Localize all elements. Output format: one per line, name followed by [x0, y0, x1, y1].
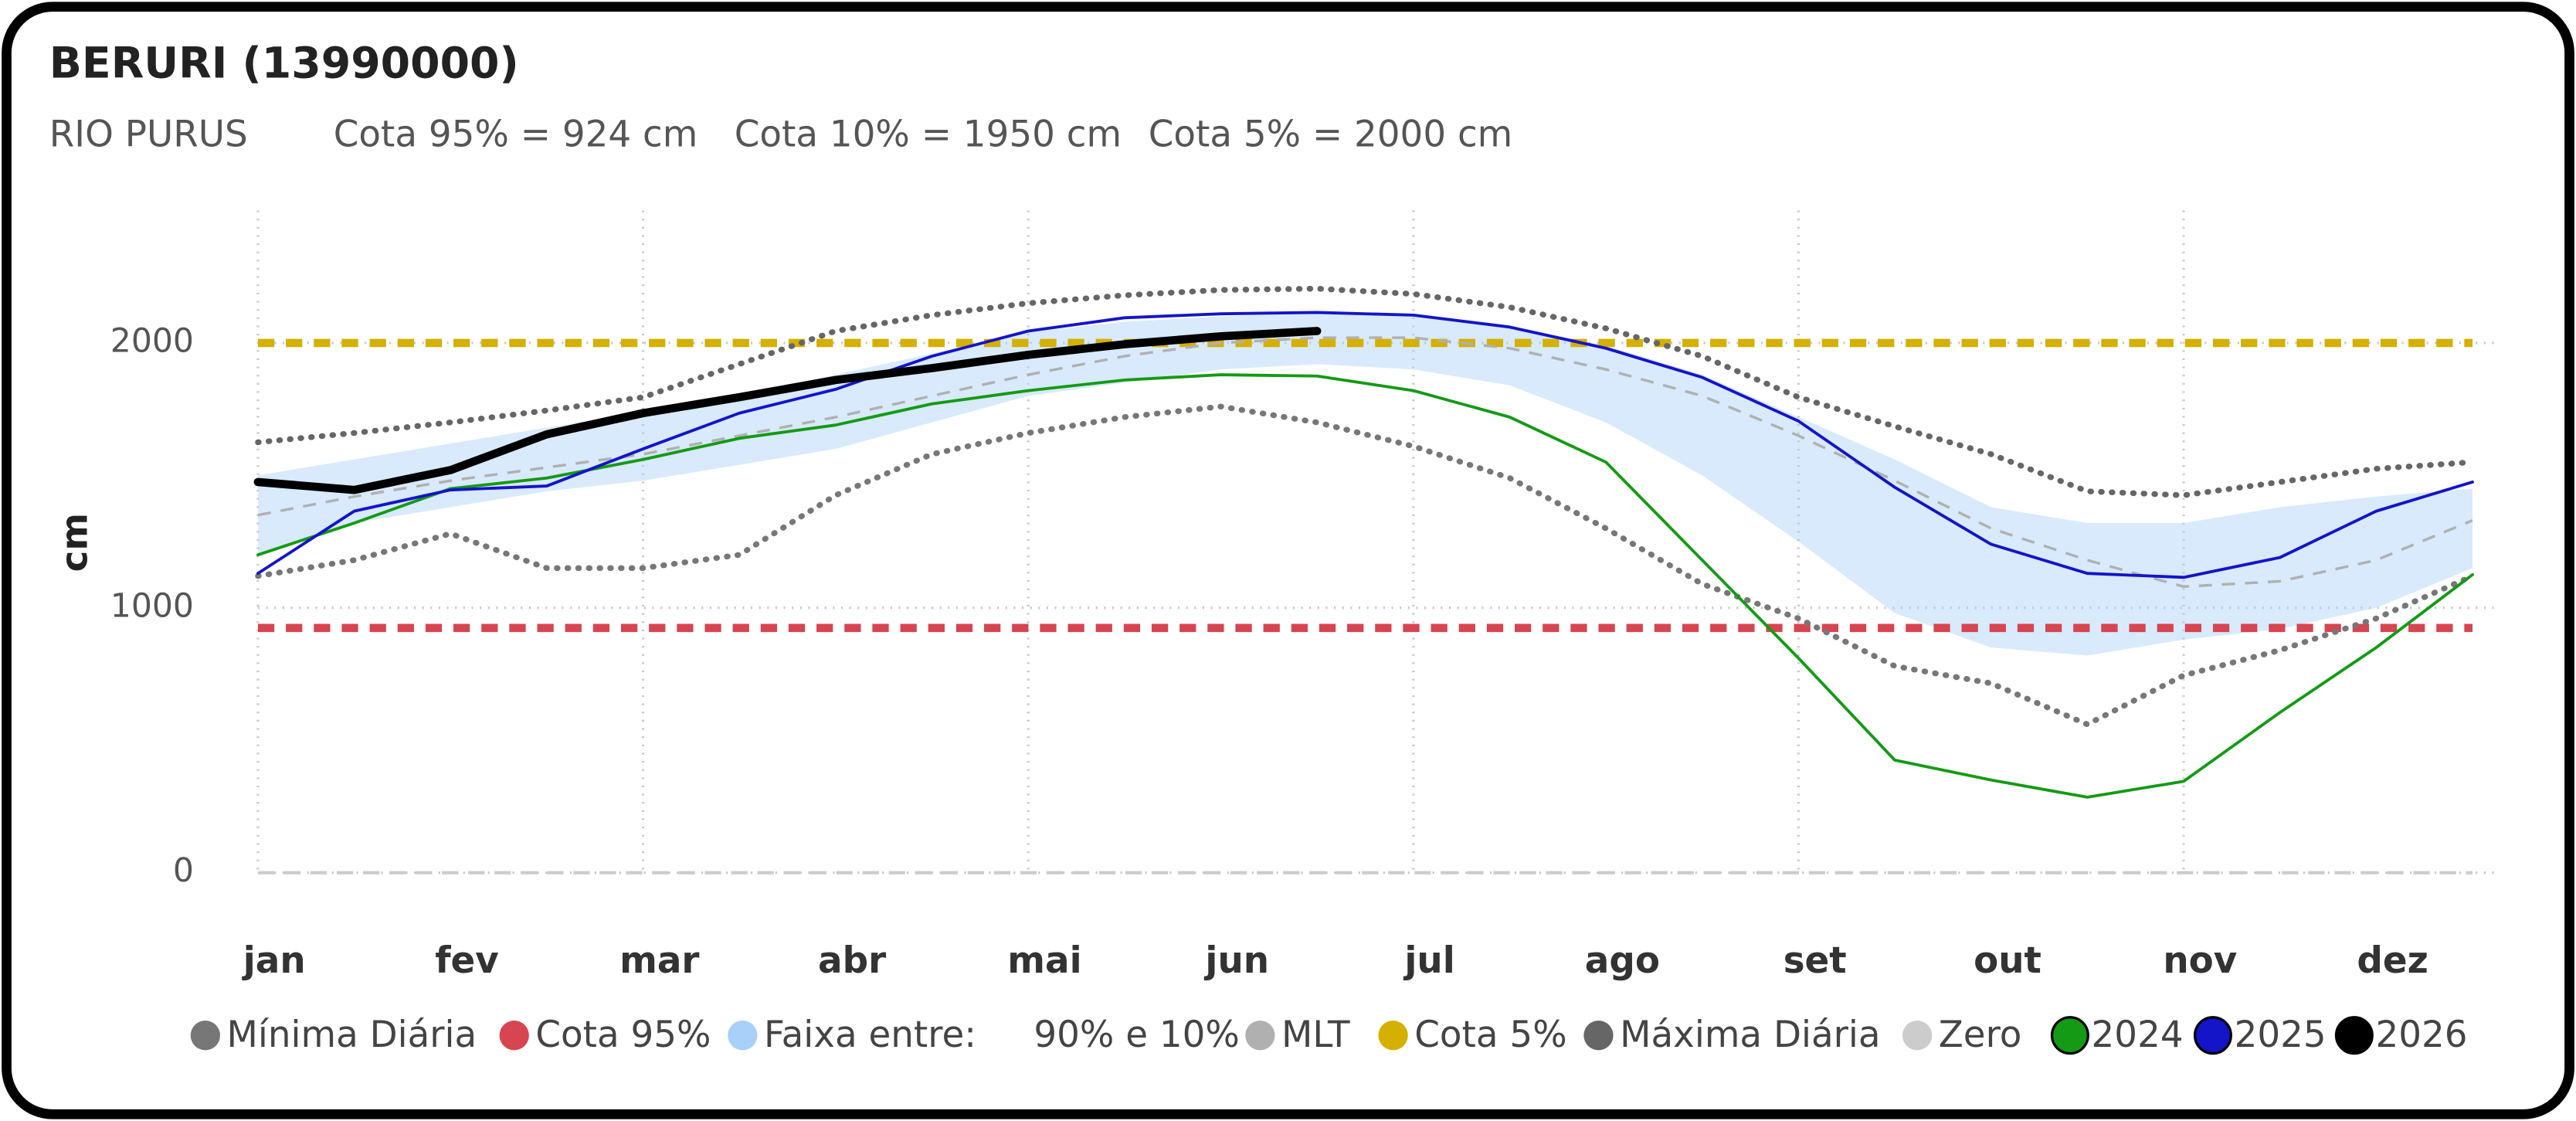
x-tick-label: out	[1974, 940, 2041, 982]
x-tick-label: jun	[1203, 940, 1269, 982]
x-tick-label: mai	[1007, 940, 1081, 982]
x-tick-label: mar	[619, 940, 699, 982]
series-line	[256, 373, 2474, 799]
subtitle: Cota 95% = 924 cm	[334, 114, 698, 155]
legend-marker	[1245, 1021, 1275, 1051]
legend-label: 2025	[2235, 1014, 2327, 1056]
y-tick-label: 1000	[110, 587, 194, 625]
x-tick-label: jul	[1403, 940, 1454, 982]
chart-title: BERURI (13990000)	[49, 39, 519, 88]
legend-label: Mínima Diária	[227, 1014, 477, 1056]
legend-label: Faixa entre: 90% e 10%	[764, 1014, 1240, 1056]
legend-marker	[1583, 1021, 1614, 1051]
series-line	[256, 311, 2474, 579]
y-tick-label: 0	[173, 852, 194, 890]
subtitle: Cota 10% = 1950 cm	[735, 114, 1122, 155]
x-tick-label: nov	[2163, 940, 2237, 982]
legend-label: Máxima Diária	[1620, 1014, 1880, 1056]
band-area	[257, 314, 2473, 656]
legend-marker	[2334, 1016, 2374, 1055]
y-tick-label: 2000	[110, 322, 194, 360]
x-tick-label: dez	[2357, 940, 2428, 982]
subtitle: Cota 5% = 2000 cm	[1149, 114, 1513, 155]
legend-label: 2026	[2376, 1014, 2468, 1056]
legend-label: Cota 95%	[535, 1014, 711, 1056]
x-tick-label: set	[1784, 940, 1847, 982]
legend-marker	[1902, 1021, 1933, 1051]
legend-label: Zero	[1939, 1014, 2022, 1056]
legend-marker	[1378, 1021, 1408, 1051]
series-line	[255, 285, 2476, 498]
legend-marker	[728, 1021, 758, 1051]
series-line	[255, 403, 2476, 728]
series-line	[253, 327, 1322, 494]
x-tick-label: jan	[242, 940, 306, 982]
legend-label: 2024	[2092, 1014, 2184, 1056]
legend-label: Cota 5%	[1414, 1014, 1566, 1056]
legend-marker	[2193, 1016, 2232, 1055]
y-axis-label: cm	[54, 513, 96, 572]
x-tick-label: fev	[435, 940, 499, 982]
legend-label: MLT	[1281, 1014, 1350, 1056]
legend-marker	[190, 1021, 221, 1051]
legend-marker	[499, 1021, 529, 1051]
x-tick-label: abr	[818, 940, 886, 982]
x-tick-label: ago	[1585, 940, 1660, 982]
legend-marker	[2050, 1016, 2089, 1055]
subtitle: RIO PURUS	[49, 114, 248, 155]
